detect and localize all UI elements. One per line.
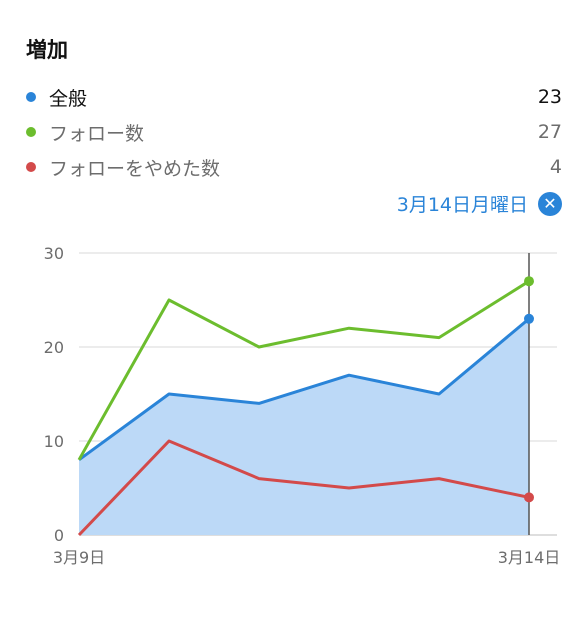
series-dot-icon [26, 127, 36, 137]
x-tick-label: 3月14日 [498, 548, 561, 567]
legend-item-followers: フォロー数 27 [26, 119, 562, 145]
series-dot-icon [26, 92, 36, 102]
y-tick-label: 30 [44, 244, 64, 263]
legend-value: 27 [537, 121, 562, 143]
y-tick-label: 10 [44, 432, 64, 451]
legend-label: 全般 [49, 87, 88, 110]
series-line-1 [77, 279, 530, 461]
series-line-0 [78, 317, 530, 462]
area-fill-0 [79, 318, 529, 535]
legend-item-overall: 全般 23 [26, 84, 562, 110]
selected-point-1 [524, 276, 534, 287]
selected-date-label: 3月14日月曜日 [396, 194, 528, 216]
selected-date-badge: 3月14日月曜日 ✕ [397, 190, 562, 217]
legend-item-unfollows: フォローをやめた数 4 [26, 154, 562, 180]
series-dot-icon [26, 162, 36, 172]
selected-point-2 [524, 492, 534, 503]
close-icon[interactable]: ✕ [538, 191, 562, 216]
selected-point-0 [524, 313, 534, 324]
legend-label: フォローをやめた数 [49, 157, 221, 180]
legend-value: 4 [549, 156, 562, 178]
series-line-2 [77, 439, 530, 537]
legend-value: 23 [537, 86, 562, 108]
x-tick-label: 3月9日 [53, 548, 105, 567]
section-title: 増加 [26, 38, 68, 62]
legend-label: フォロー数 [49, 122, 145, 145]
y-tick-label: 20 [44, 338, 64, 357]
y-tick-label: 0 [54, 526, 64, 545]
